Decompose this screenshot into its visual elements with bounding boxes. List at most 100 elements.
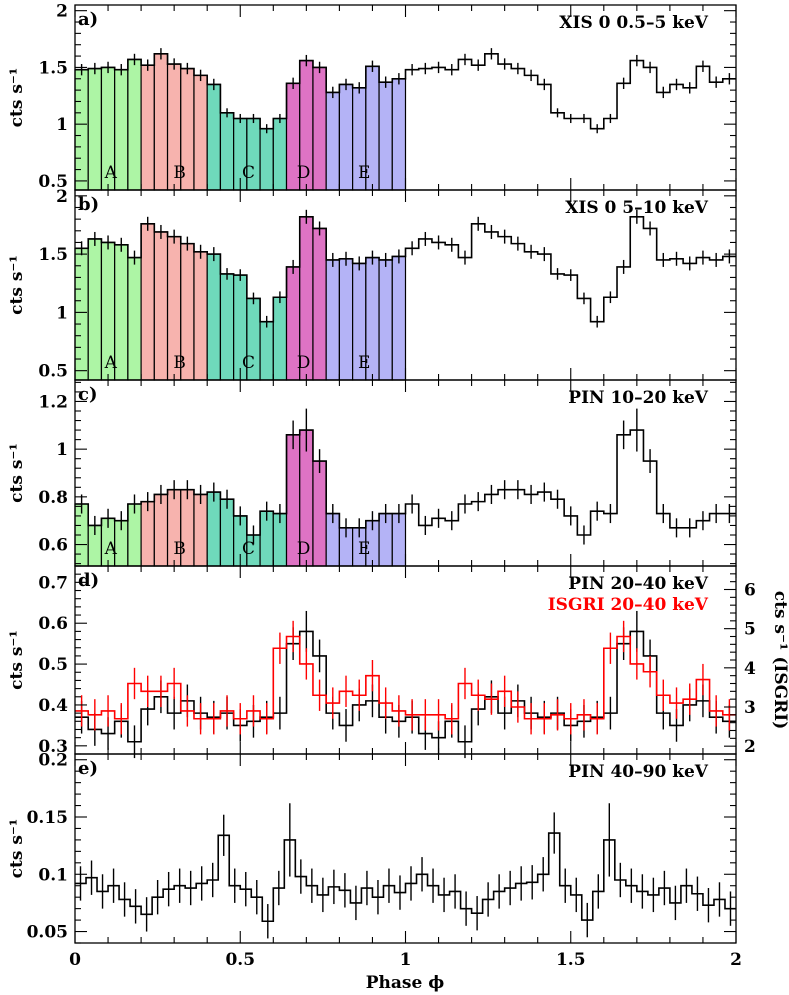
x-axis-title: Phase ϕ [366,973,444,993]
right-y-tick-label: 5 [744,620,756,640]
segment-bar [140,501,155,567]
x-ticks [74,380,737,566]
segment-label-D: D [297,353,311,373]
segment-bar [312,227,327,381]
series-line [75,53,736,130]
series-line [75,832,736,923]
segment-bar [259,321,274,381]
y-tick-label: 0.4 [38,696,68,716]
y-tick-label: 1 [56,115,68,135]
y-tick-label: 0.6 [38,614,68,634]
y-ticks [75,10,736,182]
segment-label-E: E [358,539,370,559]
panel-title: XIS 0 0.5–5 keV [559,13,709,33]
panel-tag: d) [78,570,99,591]
panel-c: A B C D E 0.6 0.8 1 1.2 cts s⁻¹ c) PIN 10–20 keV [7,379,737,567]
panel-tag: b) [78,194,99,215]
x-ticks [74,5,737,190]
segment-label-A: A [104,353,118,373]
y-tick-label: 0.3 [38,737,68,757]
y-axis-title: cts s⁻¹ [7,630,27,690]
y-tick-label: 0.05 [27,923,68,943]
segment-bar [219,112,235,191]
y-ticks [75,195,736,372]
y-tick-label: 0.6 [38,536,68,556]
segment-label-E: E [358,163,370,183]
y-axis-title: cts s⁻¹ [7,443,27,503]
panel-d: 0.3 0.4 0.5 0.6 0.7 2 3 4 5 6 cts s⁻¹ (ISGRI) cts s… [7,565,789,759]
y-tick-label: 1 [56,303,68,323]
x-ticks [74,754,737,943]
series-xis-0-5-10-kev [75,209,736,328]
segment-label-B: B [173,353,186,373]
right-y-tick-label: 2 [744,737,756,757]
segment-label-C: C [242,539,255,559]
segment-bars [74,429,407,567]
segment-bar [312,460,327,567]
x-ticks [74,566,737,754]
y-tick-label: 0.15 [27,808,68,828]
segment-bar [127,58,142,191]
series-line [75,635,736,720]
segment-bar [193,74,208,191]
x-tick-label: 0 [69,950,81,970]
y-tick-label: 0.7 [38,573,68,593]
segment-bar [127,257,142,381]
series-pin-10-20-kev [75,408,736,545]
panel-title: XIS 0 5–10 keV [565,198,709,218]
segment-bar [325,259,340,381]
y-tick-label: 0.2 [38,751,68,771]
panel-a: A B C D E 0.5 1 1.5 2 cts s⁻¹ a) XIS 0 0.5–5 keV [7,2,737,192]
panel-b: A B C D E 0.5 1 1.5 2 cts s⁻¹ b) XIS 0 5–10 keV [7,187,737,382]
segment-label-A: A [104,163,118,183]
panel-title: PIN 20–40 keV [568,574,709,594]
segment-bar [193,493,208,567]
panel-tag: a) [78,9,98,30]
series-isgri-20-40-kev [75,620,736,735]
segment-label-B: B [173,163,186,183]
x-tick-label: 0.5 [225,950,255,970]
segment-bar [272,117,288,191]
segment-bar [272,296,288,381]
panel-title: PIN 10–20 keV [568,388,709,408]
segment-bar [391,255,407,381]
segment-bar [206,83,222,191]
segment-bar [219,273,235,381]
y-axis-title: cts s⁻¹ [7,255,27,315]
segment-label-D: D [297,163,311,183]
panel-title: PIN 40–90 keV [568,762,709,782]
right-y-axis-title: cts s⁻¹ (ISGRI) [770,591,789,730]
right-y-ticks [724,565,736,755]
y-tick-label: 0.5 [38,172,68,192]
segment-label-E: E [358,353,370,373]
segment-label-C: C [242,353,255,373]
segment-bar [140,64,155,191]
y-tick-label: 1.5 [38,245,68,265]
y-tick-label: 1.2 [38,392,68,412]
segment-bar [259,128,274,191]
x-tick-label: 1 [400,950,412,970]
y-tick-label: 1.5 [38,58,68,78]
panel-tag: e) [78,758,98,779]
y-axis-title: cts s⁻¹ [7,68,27,128]
segment-bar [153,493,169,567]
segment-bar [74,247,89,381]
panels: A B C D E 0.5 1 1.5 2 cts s⁻¹ a) XIS 0 0.5–5 keV A B C… [7,2,789,970]
segment-bar [153,53,169,191]
segment-bars [74,216,407,381]
segment-label-D: D [297,539,311,559]
right-y-tick-label: 4 [744,659,756,679]
y-tick-label: 2 [56,187,68,207]
panel-e: 0.05 0.1 0.15 0.2 cts s⁻¹ e) PIN 40–90 keV 0 0.5… [7,751,742,970]
panel-tag: c) [78,384,97,405]
segment-bar [74,69,89,191]
y-tick-label: 2 [56,2,68,22]
series-xis-0-0-5-5-kev [75,48,736,134]
y-tick-label: 0.5 [38,362,68,382]
segment-bar [325,91,340,191]
segment-bar [87,238,103,381]
panel-frame [74,753,737,944]
segment-bar [378,81,393,191]
segment-label-C: C [242,163,255,183]
